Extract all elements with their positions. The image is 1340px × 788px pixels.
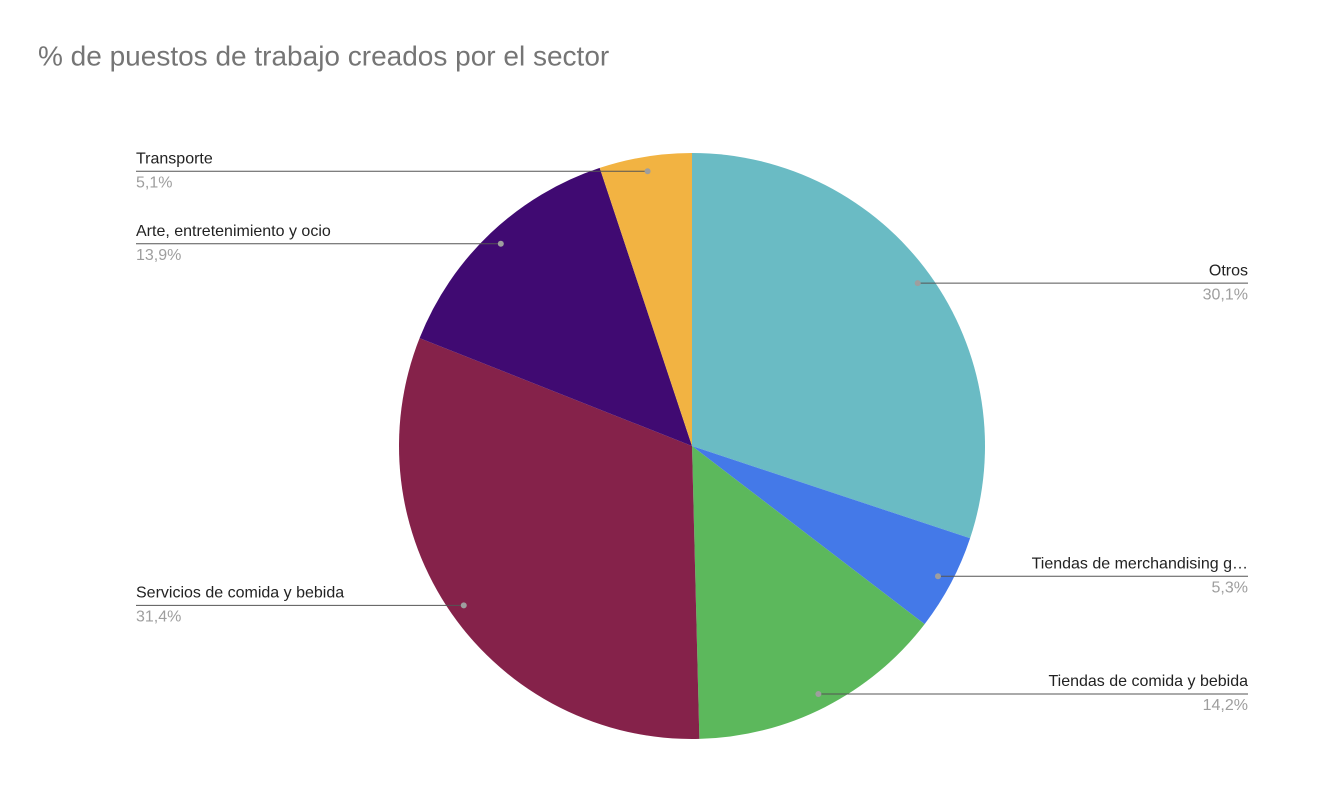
leader-dot	[815, 691, 822, 698]
slice-value: 5,1%	[136, 174, 172, 191]
slice-value: 30,1%	[1203, 286, 1248, 303]
pie-slice	[419, 167, 692, 446]
leader-dot	[914, 280, 921, 287]
slice-label: Otros	[1209, 262, 1248, 279]
slice-label: Arte, entretenimiento y ocio	[136, 223, 331, 240]
chart-title: % de puestos de trabajo creados por el s…	[38, 40, 609, 71]
pie-slice	[692, 446, 925, 739]
leader-dot	[934, 573, 941, 580]
slice-label: Tiendas de merchandising g…	[1032, 555, 1248, 572]
pie-slice	[692, 446, 971, 625]
pie-slice	[398, 338, 700, 739]
leader-dot	[644, 168, 651, 175]
leader-dot	[460, 602, 467, 609]
slice-label: Tiendas de comida y bebida	[1048, 673, 1248, 690]
slice-label: Servicios de comida y bebida	[136, 585, 344, 602]
pie-slice	[692, 153, 985, 539]
slice-label: Transporte	[136, 150, 213, 167]
slice-value: 13,9%	[136, 247, 181, 264]
pie-slice	[599, 153, 692, 446]
slice-value: 31,4%	[136, 609, 181, 626]
slice-value: 14,2%	[1203, 697, 1248, 714]
slice-value: 5,3%	[1212, 579, 1248, 596]
leader-dot	[497, 240, 504, 247]
